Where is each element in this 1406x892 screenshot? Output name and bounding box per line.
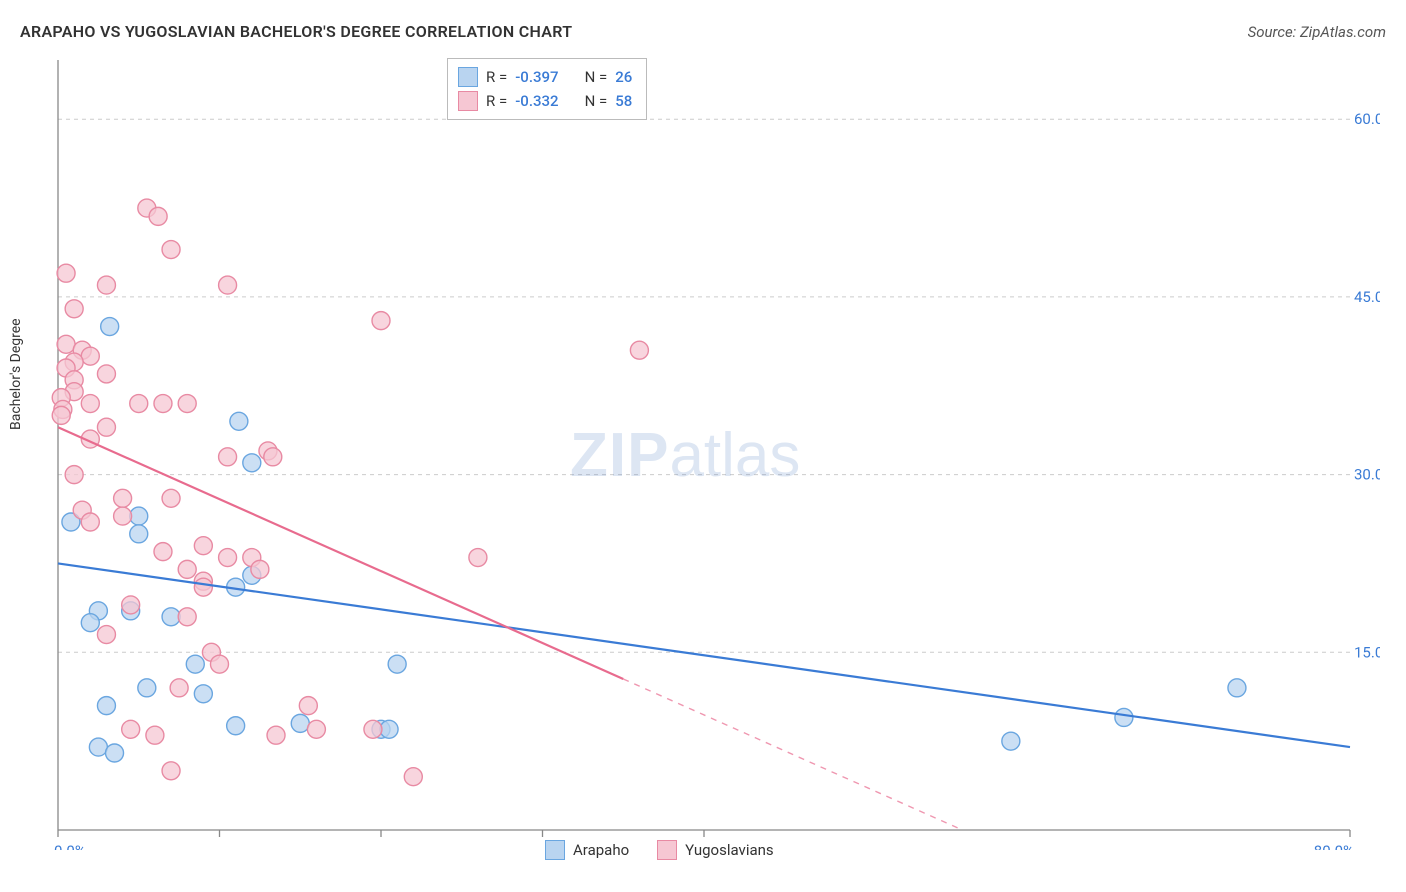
svg-text:15.0%: 15.0%: [1354, 643, 1380, 661]
chart-header: ARAPAHO VS YUGOSLAVIAN BACHELOR'S DEGREE…: [20, 22, 1386, 41]
legend-swatch: [657, 840, 677, 860]
source-label: Source: ZipAtlas.com: [1248, 23, 1386, 41]
legend-item: Arapaho: [545, 840, 629, 860]
svg-text:0.0%: 0.0%: [54, 842, 86, 850]
y-axis-label: Bachelor's Degree: [8, 318, 24, 430]
svg-text:80.0%: 80.0%: [1314, 842, 1354, 850]
svg-text:30.0%: 30.0%: [1354, 466, 1380, 484]
stats-row: R =-0.332N =58: [458, 89, 632, 113]
scatter-chart: 15.0% 30.0% 45.0% 60.0% 0.0% 80.0%: [50, 60, 1380, 850]
chart-area: 15.0% 30.0% 45.0% 60.0% 0.0% 80.0%: [50, 60, 1380, 850]
chart-title: ARAPAHO VS YUGOSLAVIAN BACHELOR'S DEGREE…: [20, 22, 572, 41]
svg-text:60.0%: 60.0%: [1354, 110, 1380, 128]
legend-label: Arapaho: [573, 841, 629, 859]
legend-swatch: [545, 840, 565, 860]
stats-legend-box: R =-0.397N =26R =-0.332N =58: [447, 58, 647, 120]
legend-swatch: [458, 67, 478, 87]
bottom-legend: Arapaho Yugoslavians: [545, 840, 774, 860]
legend-item: Yugoslavians: [657, 840, 774, 860]
legend-swatch: [458, 91, 478, 111]
svg-text:45.0%: 45.0%: [1354, 288, 1380, 306]
stats-row: R =-0.397N =26: [458, 65, 632, 89]
legend-label: Yugoslavians: [685, 841, 774, 859]
